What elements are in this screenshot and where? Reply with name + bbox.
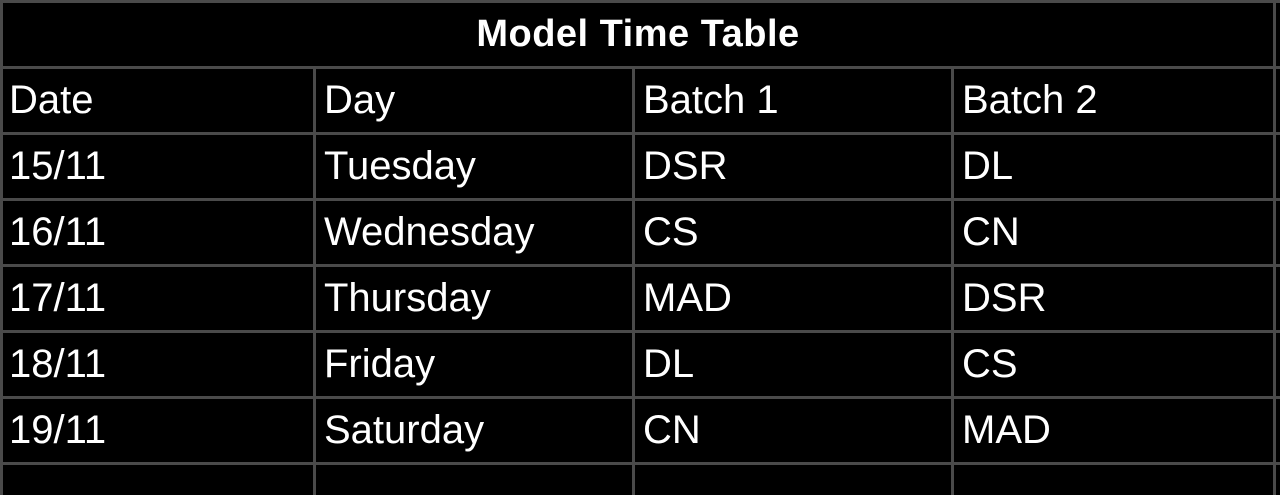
gridline-horizontal <box>0 330 1280 333</box>
gridline-horizontal <box>0 132 1280 135</box>
gridline-vertical <box>0 0 3 495</box>
cell-day[interactable]: Wednesday <box>324 210 535 254</box>
cell-batch-1[interactable]: MAD <box>643 276 732 320</box>
cell-empty[interactable] <box>3 465 313 495</box>
cell-batch-1[interactable]: DL <box>643 342 695 386</box>
gridline-horizontal <box>0 462 1280 465</box>
header-date[interactable]: Date <box>9 78 94 122</box>
cell-date[interactable]: 18/11 <box>9 342 107 386</box>
cell-empty[interactable] <box>318 465 632 495</box>
cell-date[interactable]: 16/11 <box>9 210 107 254</box>
cell-batch-2[interactable]: MAD <box>962 408 1051 452</box>
cell-batch-1[interactable]: CS <box>643 210 699 254</box>
gridline-vertical <box>1273 0 1276 495</box>
cell-batch-2[interactable]: CS <box>962 342 1018 386</box>
gridline-horizontal <box>0 264 1280 267</box>
gridline-horizontal <box>0 396 1280 399</box>
cell-date[interactable]: 17/11 <box>9 276 107 320</box>
cell-batch-1[interactable]: DSR <box>643 144 728 188</box>
cell-date[interactable]: 15/11 <box>9 144 107 188</box>
cell-empty[interactable] <box>637 465 951 495</box>
gridline-horizontal <box>0 198 1280 201</box>
cell-day[interactable]: Thursday <box>324 276 491 320</box>
header-batch-1[interactable]: Batch 1 <box>643 78 779 122</box>
cell-day[interactable]: Friday <box>324 342 436 386</box>
cell-batch-1[interactable]: CN <box>643 408 701 452</box>
cell-empty[interactable] <box>956 465 1270 495</box>
gridline-vertical <box>951 66 954 495</box>
cell-date[interactable]: 19/11 <box>9 408 107 452</box>
gridline-vertical <box>632 66 635 495</box>
cell-batch-2[interactable]: DL <box>962 144 1014 188</box>
header-batch-2[interactable]: Batch 2 <box>962 78 1098 122</box>
cell-batch-2[interactable]: DSR <box>962 276 1047 320</box>
cell-day[interactable]: Saturday <box>324 408 485 452</box>
gridline-horizontal <box>0 0 1280 3</box>
gridline-horizontal <box>0 66 1280 69</box>
header-day[interactable]: Day <box>324 78 396 122</box>
cell-day[interactable]: Tuesday <box>324 144 476 188</box>
gridline-vertical <box>313 66 316 495</box>
table-title[interactable]: Model Time Table <box>3 3 1273 66</box>
cell-batch-2[interactable]: CN <box>962 210 1020 254</box>
